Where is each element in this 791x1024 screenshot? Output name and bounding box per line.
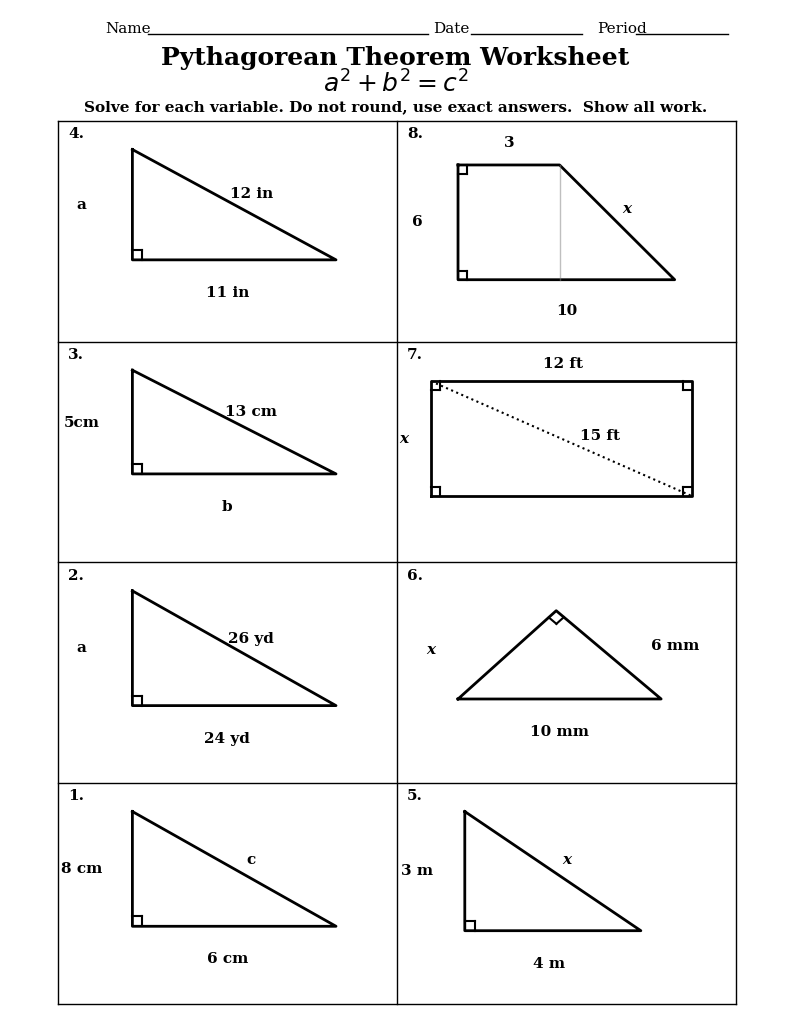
Text: 10 mm: 10 mm <box>530 725 589 739</box>
Text: 12 ft: 12 ft <box>543 356 583 371</box>
Text: Pythagorean Theorem Worksheet: Pythagorean Theorem Worksheet <box>161 46 630 70</box>
Text: c: c <box>247 853 255 867</box>
Text: 24 yd: 24 yd <box>205 732 250 745</box>
Text: 26 yd: 26 yd <box>229 633 274 646</box>
Text: 11 in: 11 in <box>206 286 249 300</box>
Text: 5cm: 5cm <box>63 416 100 430</box>
Text: 8.: 8. <box>407 127 423 141</box>
Text: Name: Name <box>105 23 151 36</box>
Text: Period: Period <box>597 23 647 36</box>
Text: x: x <box>399 431 408 445</box>
Text: 6 cm: 6 cm <box>206 952 248 967</box>
Text: $a^2 + b^2 = c^2$: $a^2 + b^2 = c^2$ <box>323 71 468 97</box>
Text: 15 ft: 15 ft <box>581 429 620 443</box>
Text: 5.: 5. <box>407 790 423 804</box>
Text: 6: 6 <box>412 215 422 229</box>
Text: 6.: 6. <box>407 568 423 583</box>
Text: Solve for each variable. Do not round, use exact answers.  Show all work.: Solve for each variable. Do not round, u… <box>84 100 707 115</box>
Text: 3: 3 <box>504 136 514 150</box>
Text: x: x <box>623 202 632 216</box>
Text: 10: 10 <box>556 303 577 317</box>
Text: 8 cm: 8 cm <box>61 862 102 876</box>
Text: 12 in: 12 in <box>229 186 273 201</box>
Text: a: a <box>77 198 86 212</box>
Text: 4.: 4. <box>68 127 84 141</box>
Text: x: x <box>562 853 571 867</box>
Text: Date: Date <box>433 23 470 36</box>
Text: 2.: 2. <box>68 568 84 583</box>
Text: a: a <box>77 641 86 655</box>
Text: b: b <box>222 500 233 514</box>
Text: 13 cm: 13 cm <box>225 406 277 419</box>
Text: 7.: 7. <box>407 348 423 362</box>
Text: 6 mm: 6 mm <box>650 639 699 653</box>
Text: 4 m: 4 m <box>533 956 566 971</box>
Text: x: x <box>426 643 436 657</box>
Text: 3.: 3. <box>68 348 84 362</box>
Text: 1.: 1. <box>68 790 84 804</box>
Text: 3 m: 3 m <box>401 864 433 879</box>
